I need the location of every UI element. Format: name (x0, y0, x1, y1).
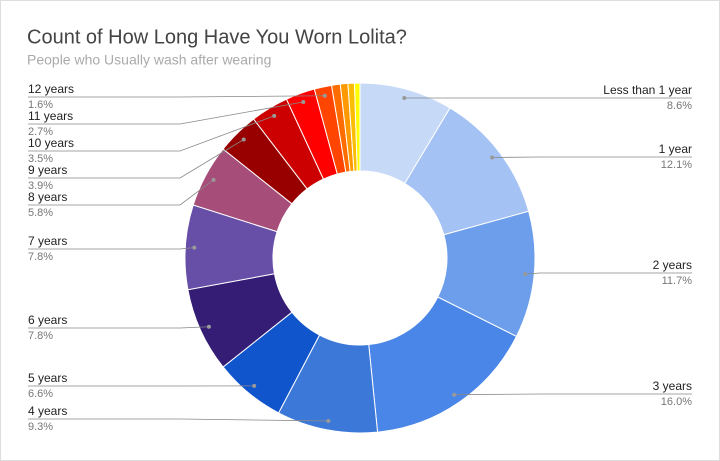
slice-value-label: 9.3% (28, 421, 53, 433)
leader-dot (452, 392, 457, 397)
slice-label: 6 years (28, 313, 67, 327)
slice-value-label: 12.1% (661, 159, 692, 171)
leader-dot (301, 99, 306, 104)
leader-dot (192, 245, 197, 250)
slice-value-label: 7.8% (28, 251, 53, 263)
slice-label: 12 years (28, 82, 74, 96)
leader-line (28, 247, 195, 250)
slice-label: Less than 1 year (603, 83, 692, 97)
slice-value-label: 2.7% (28, 126, 53, 138)
leader-line (28, 418, 329, 422)
slice-label: 11 years (28, 109, 73, 123)
slice-value-label: 3.5% (28, 153, 53, 165)
slice-value-label: 1.6% (28, 99, 53, 111)
chart-subtitle: People who Usually wash after wearing (27, 52, 271, 68)
leader-dot (326, 418, 331, 423)
leader-line (28, 139, 244, 179)
slice-value-label: 8.6% (667, 100, 692, 112)
slice-label: 1 year (659, 142, 692, 156)
slice-label: 7 years (28, 234, 67, 248)
leader-line (28, 101, 304, 125)
slice-value-label: 7.8% (28, 330, 53, 342)
leader-dot (211, 177, 216, 182)
leader-dot (402, 96, 407, 101)
slice-label: 10 years (28, 136, 74, 150)
leader-dot (490, 155, 495, 160)
leader-dot (241, 137, 246, 142)
leader-line (525, 272, 692, 275)
chart-title: Count of How Long Have You Worn Lolita? (27, 26, 407, 48)
leader-dot (523, 272, 528, 277)
slice-value-label: 5.8% (28, 207, 53, 219)
leader-line (28, 95, 325, 98)
slice-value-label: 11.7% (662, 275, 693, 287)
slice-value-label: 16.0% (661, 396, 692, 408)
leader-dot (272, 113, 277, 118)
slice-label: 5 years (28, 371, 67, 385)
slice-label: 2 years (653, 258, 692, 272)
donut-slice (353, 82, 361, 172)
leader-line (28, 115, 275, 152)
slice-label: 9 years (28, 163, 67, 177)
leader-dot (206, 324, 211, 329)
leader-line (28, 326, 209, 329)
slice-value-label: 3.9% (28, 180, 53, 192)
leader-line (454, 393, 692, 396)
slice-label: 3 years (653, 379, 692, 393)
leader-line (28, 179, 214, 206)
slice-label: 8 years (28, 190, 67, 204)
leader-dot (322, 93, 327, 98)
slice-value-label: 6.6% (28, 388, 53, 400)
leader-dot (252, 383, 257, 388)
slice-label: 4 years (28, 404, 67, 418)
